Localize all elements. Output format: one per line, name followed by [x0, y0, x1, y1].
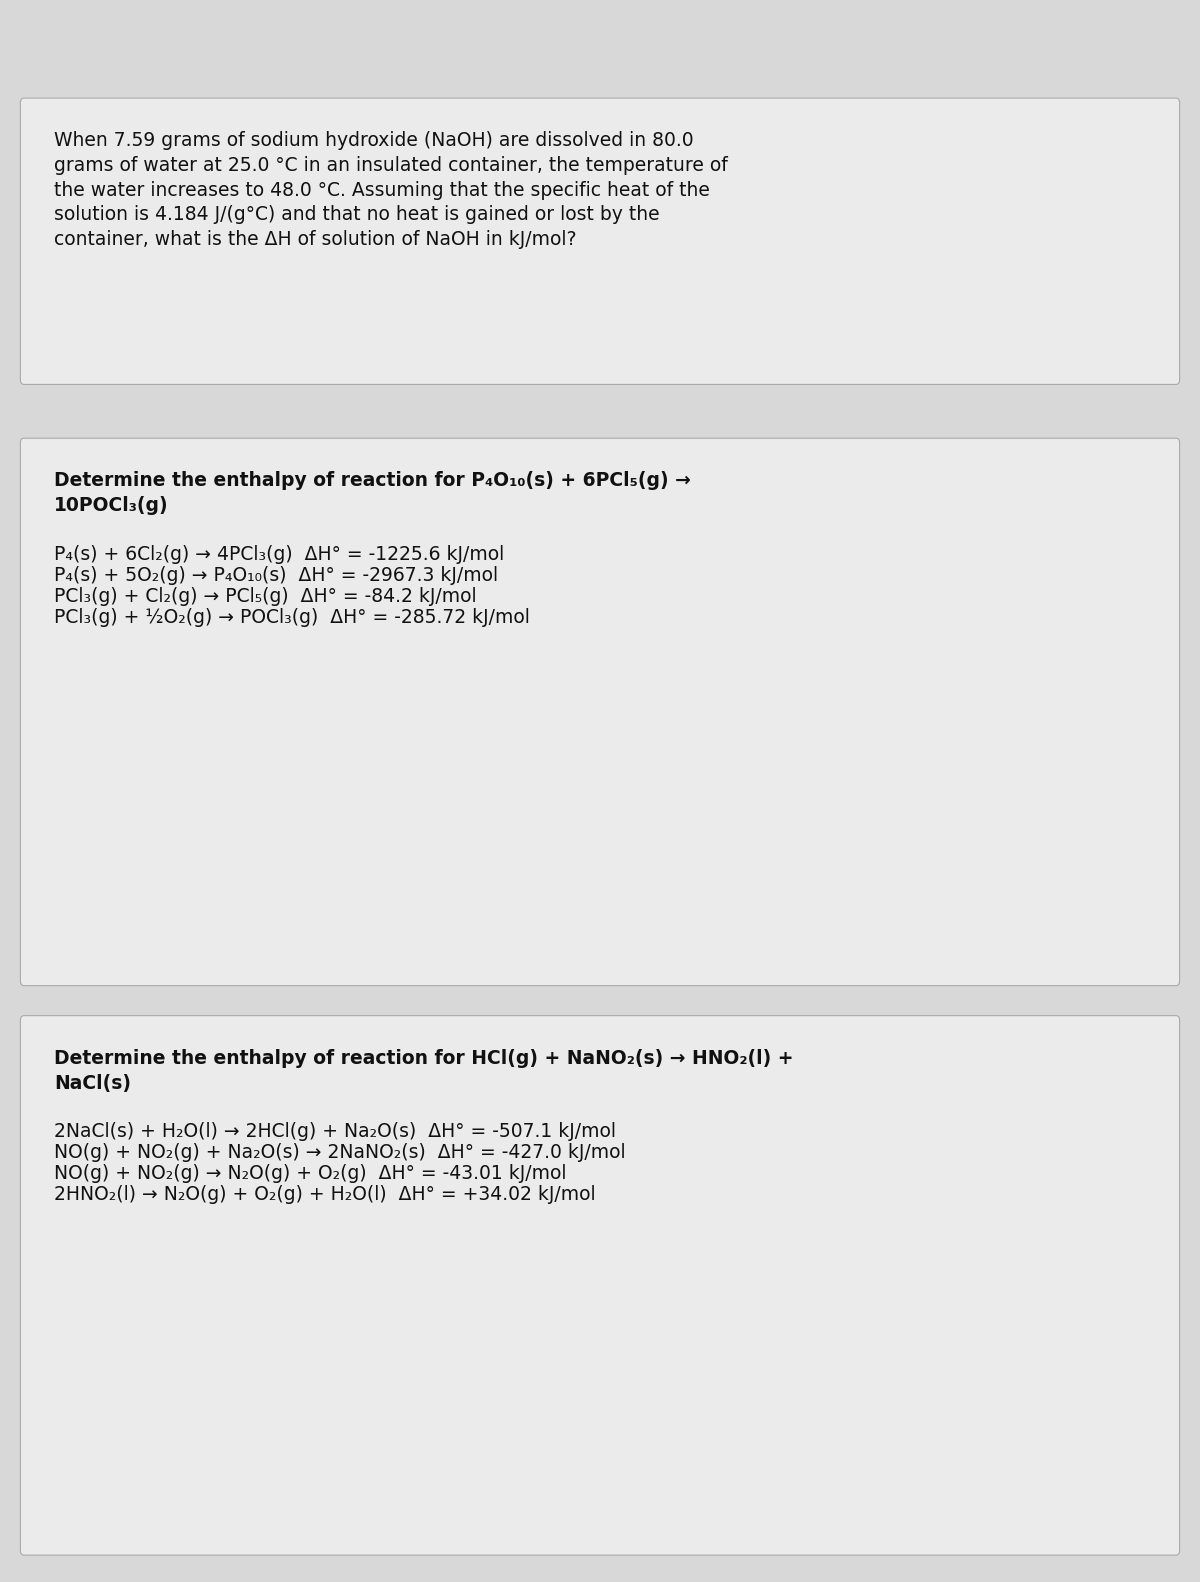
Text: Determine the enthalpy of reaction for P₄O₁₀(s) + 6PCl₅(g) →
10POCl₃(g): Determine the enthalpy of reaction for P…	[54, 471, 691, 516]
FancyBboxPatch shape	[20, 98, 1180, 384]
Text: P₄(s) + 6Cl₂(g) → 4PCl₃(g)  ΔH° = -1225.6 kJ/mol: P₄(s) + 6Cl₂(g) → 4PCl₃(g) ΔH° = -1225.6…	[54, 544, 504, 563]
Text: PCl₃(g) + ½O₂(g) → POCl₃(g)  ΔH° = -285.72 kJ/mol: PCl₃(g) + ½O₂(g) → POCl₃(g) ΔH° = -285.7…	[54, 607, 530, 626]
Text: P₄(s) + 5O₂(g) → P₄O₁₀(s)  ΔH° = -2967.3 kJ/mol: P₄(s) + 5O₂(g) → P₄O₁₀(s) ΔH° = -2967.3 …	[54, 566, 498, 585]
FancyBboxPatch shape	[20, 438, 1180, 986]
Text: 2NaCl(s) + H₂O(l) → 2HCl(g) + Na₂O(s)  ΔH° = -507.1 kJ/mol: 2NaCl(s) + H₂O(l) → 2HCl(g) + Na₂O(s) ΔH…	[54, 1122, 616, 1141]
Text: Determine the enthalpy of reaction for HCl(g) + NaNO₂(s) → HNO₂(l) +
NaCl(s): Determine the enthalpy of reaction for H…	[54, 1049, 793, 1093]
Text: When 7.59 grams of sodium hydroxide (NaOH) are dissolved in 80.0
grams of water : When 7.59 grams of sodium hydroxide (NaO…	[54, 131, 727, 248]
Text: NO(g) + NO₂(g) → N₂O(g) + O₂(g)  ΔH° = -43.01 kJ/mol: NO(g) + NO₂(g) → N₂O(g) + O₂(g) ΔH° = -4…	[54, 1164, 566, 1183]
FancyBboxPatch shape	[20, 1016, 1180, 1555]
Text: 2HNO₂(l) → N₂O(g) + O₂(g) + H₂O(l)  ΔH° = +34.02 kJ/mol: 2HNO₂(l) → N₂O(g) + O₂(g) + H₂O(l) ΔH° =…	[54, 1185, 595, 1204]
Text: NO(g) + NO₂(g) + Na₂O(s) → 2NaNO₂(s)  ΔH° = -427.0 kJ/mol: NO(g) + NO₂(g) + Na₂O(s) → 2NaNO₂(s) ΔH°…	[54, 1144, 625, 1163]
Text: PCl₃(g) + Cl₂(g) → PCl₅(g)  ΔH° = -84.2 kJ/mol: PCl₃(g) + Cl₂(g) → PCl₅(g) ΔH° = -84.2 k…	[54, 587, 476, 606]
